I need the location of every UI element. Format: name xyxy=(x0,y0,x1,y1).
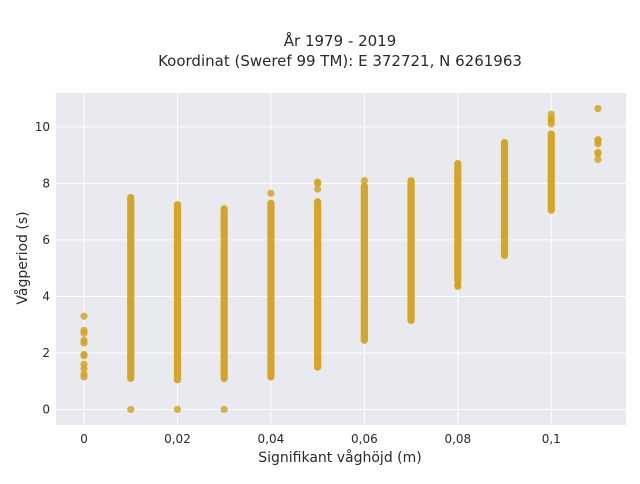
data-point xyxy=(127,405,135,414)
data-point xyxy=(314,178,322,186)
data-point xyxy=(80,350,88,358)
data-point xyxy=(314,185,322,193)
data-points xyxy=(80,104,602,414)
data-point xyxy=(173,405,182,414)
x-tick-label: 0,02 xyxy=(164,432,191,446)
tick-labels: 0 0,02 0,04 0,06 0,08 0,1 0 2 4 6 8 10 xyxy=(35,120,561,446)
y-tick-label: 8 xyxy=(42,176,50,190)
plot-area xyxy=(56,93,626,425)
x-tick-label: 0,08 xyxy=(444,432,471,446)
y-tick-label: 10 xyxy=(35,120,50,134)
data-point xyxy=(80,336,88,344)
data-point xyxy=(594,155,602,163)
data-point xyxy=(454,281,462,289)
data-point xyxy=(360,176,368,185)
y-tick-label: 0 xyxy=(42,402,50,416)
data-point xyxy=(220,405,228,414)
x-tick-label: 0 xyxy=(80,432,88,446)
chart-title-line1: År 1979 - 2019 xyxy=(284,31,397,50)
y-tick-label: 4 xyxy=(42,289,50,303)
x-axis-label: Signifikant våghöjd (m) xyxy=(258,449,421,466)
data-point xyxy=(547,110,555,118)
data-point xyxy=(594,136,602,144)
data-point xyxy=(80,312,88,320)
data-point xyxy=(267,189,275,197)
data-point xyxy=(594,104,602,113)
y-tick-label: 2 xyxy=(42,346,50,360)
x-tick-label: 0,1 xyxy=(542,432,561,446)
chart-title-line2: Koordinat (Sweref 99 TM): E 372721, N 62… xyxy=(158,52,522,70)
y-tick-label: 6 xyxy=(42,233,50,247)
data-point xyxy=(594,148,602,156)
y-axis-label: Vågperiod (s) xyxy=(14,211,31,304)
x-tick-label: 0,04 xyxy=(258,432,285,446)
data-point xyxy=(80,360,88,368)
x-tick-label: 0,06 xyxy=(351,432,378,446)
data-point xyxy=(80,326,88,334)
data-point xyxy=(80,370,88,378)
